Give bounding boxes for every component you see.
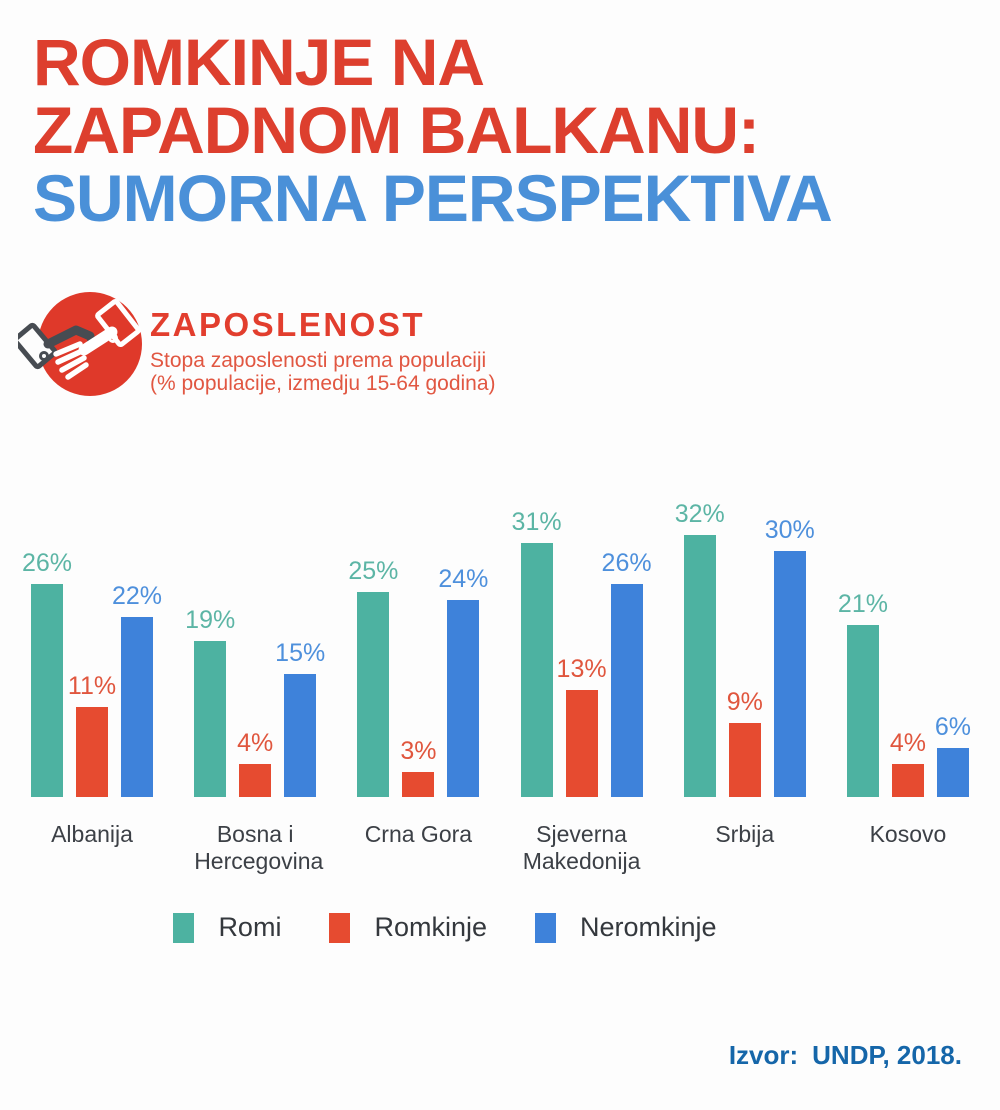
bar-unit: 31% bbox=[512, 508, 562, 797]
category-label: Sjeverna Makedonija bbox=[522, 821, 641, 874]
legend-item: Romi bbox=[173, 912, 281, 943]
chart-categories: Albanija Bosna i Hercegovina Crna Gora Sjev… bbox=[31, 821, 969, 875]
value-label: 9% bbox=[726, 688, 763, 716]
handshake-icon bbox=[12, 282, 148, 406]
title-line-2: ZAPADNOM BALKANU: bbox=[33, 93, 760, 167]
value-label: 26% bbox=[21, 549, 73, 577]
category-label: Srbija bbox=[715, 821, 775, 847]
bar-unit: 15% bbox=[275, 639, 325, 797]
bar-neromkinje bbox=[773, 551, 806, 797]
value-label: 11% bbox=[67, 672, 117, 700]
bar-romi bbox=[846, 625, 879, 797]
legend-item: Neromkinje bbox=[535, 912, 717, 943]
bar-unit: 30% bbox=[765, 516, 815, 797]
category-label: Albanija bbox=[51, 821, 133, 847]
legend-swatch bbox=[329, 912, 351, 943]
bar-neromkinje bbox=[121, 617, 153, 797]
value-label: 4% bbox=[237, 729, 274, 757]
value-label: 31% bbox=[511, 508, 562, 536]
bar-unit: 26% bbox=[22, 549, 72, 797]
section-subtitle: Stopa zaposlenosti prema populaciji (% p… bbox=[150, 349, 496, 395]
value-label: 13% bbox=[556, 655, 607, 683]
bar-unit: 13% bbox=[557, 655, 607, 797]
bar-unit: 32% bbox=[675, 500, 725, 797]
bar-unit: 21% bbox=[838, 590, 888, 797]
bar-group: 26% 11% 22% bbox=[22, 549, 162, 797]
infographic-title: ROMKINJE NA ZAPADNOM BALKANU: SUMORNA PE… bbox=[33, 25, 833, 235]
section-subtitle-line-2: (% populacije, izmedju 15-64 godina) bbox=[150, 372, 496, 395]
category-label: Bosna i Hercegovina bbox=[194, 821, 324, 874]
chart-bars: 26% 11% 22% 19% 4% 15% 25% 3% 24% 31% 13% 26% 32% 9% 3… bbox=[22, 500, 972, 797]
section-subtitle-line-1: Stopa zaposlenosti prema populaciji bbox=[150, 349, 487, 372]
legend-swatch bbox=[535, 912, 556, 943]
bar-romkinje bbox=[891, 764, 924, 797]
value-label: 32% bbox=[674, 500, 725, 528]
legend-label: Romi bbox=[218, 912, 282, 942]
bar-romi bbox=[683, 535, 716, 797]
bar-neromkinje bbox=[447, 600, 480, 797]
chart-legend: Romi Romkinje Neromkinje bbox=[0, 912, 945, 943]
bar-neromkinje bbox=[936, 748, 969, 797]
title-line-3: SUMORNA PERSPEKTIVA bbox=[33, 161, 833, 235]
bar-unit: 26% bbox=[602, 549, 652, 797]
employment-bar-chart: 26% 11% 22% 19% 4% 15% 25% 3% 24% 31% 13% 26% 32% 9% 3… bbox=[22, 500, 972, 875]
source-line: Izvor: UNDP, 2018. bbox=[729, 1040, 962, 1071]
title-line-1: ROMKINJE NA bbox=[33, 25, 485, 99]
value-label: 26% bbox=[601, 549, 652, 577]
bar-unit: 3% bbox=[400, 737, 437, 797]
value-label: 30% bbox=[764, 516, 815, 544]
bar-unit: 11% bbox=[68, 672, 116, 797]
source-value: UNDP, 2018. bbox=[812, 1040, 962, 1070]
section-heading: ZAPOSLENOST bbox=[150, 306, 426, 343]
value-label: 4% bbox=[889, 729, 927, 757]
legend-item: Romkinje bbox=[329, 912, 487, 943]
legend-label: Romkinje bbox=[374, 912, 487, 942]
bar-unit: 4% bbox=[237, 729, 274, 797]
source-label: Izvor: bbox=[728, 1040, 799, 1070]
value-label: 22% bbox=[111, 582, 163, 610]
legend-swatch bbox=[173, 912, 195, 943]
bar-romkinje bbox=[565, 690, 598, 797]
bar-romi bbox=[520, 543, 553, 797]
bar-unit: 22% bbox=[112, 582, 162, 797]
bar-romi bbox=[194, 641, 227, 797]
bar-unit: 9% bbox=[726, 688, 763, 797]
value-label: 3% bbox=[400, 737, 437, 765]
bar-romkinje bbox=[239, 764, 272, 797]
value-label: 25% bbox=[348, 557, 399, 585]
bar-group: 21% 4% 6% bbox=[838, 590, 972, 797]
bar-unit: 4% bbox=[889, 729, 927, 797]
section-text: ZAPOSLENOST Stopa zaposlenosti prema pop… bbox=[150, 306, 496, 395]
category-label: Crna Gora bbox=[364, 821, 473, 847]
bar-unit: 25% bbox=[348, 557, 398, 797]
bar-romkinje bbox=[402, 772, 435, 797]
value-label: 21% bbox=[837, 590, 888, 618]
bar-unit: 24% bbox=[438, 565, 488, 797]
bar-group: 19% 4% 15% bbox=[185, 606, 325, 797]
bar-unit: 19% bbox=[185, 606, 235, 797]
value-label: 24% bbox=[438, 565, 489, 593]
bar-romkinje bbox=[728, 723, 761, 797]
bar-romi bbox=[31, 584, 63, 797]
bar-romi bbox=[357, 592, 390, 797]
bar-neromkinje bbox=[284, 674, 317, 797]
value-label: 6% bbox=[934, 713, 972, 741]
bar-group: 32% 9% 30% bbox=[675, 500, 815, 797]
bar-group: 25% 3% 24% bbox=[348, 557, 488, 797]
value-label: 19% bbox=[185, 606, 236, 634]
bar-group: 31% 13% 26% bbox=[512, 508, 652, 797]
handshake-icon-svg bbox=[12, 292, 142, 396]
bar-neromkinje bbox=[610, 584, 643, 797]
legend-label: Neromkinje bbox=[580, 912, 717, 942]
category-label: Kosovo bbox=[869, 821, 947, 847]
bar-unit: 6% bbox=[934, 713, 972, 797]
value-label: 15% bbox=[275, 639, 326, 667]
bar-romkinje bbox=[76, 707, 108, 797]
